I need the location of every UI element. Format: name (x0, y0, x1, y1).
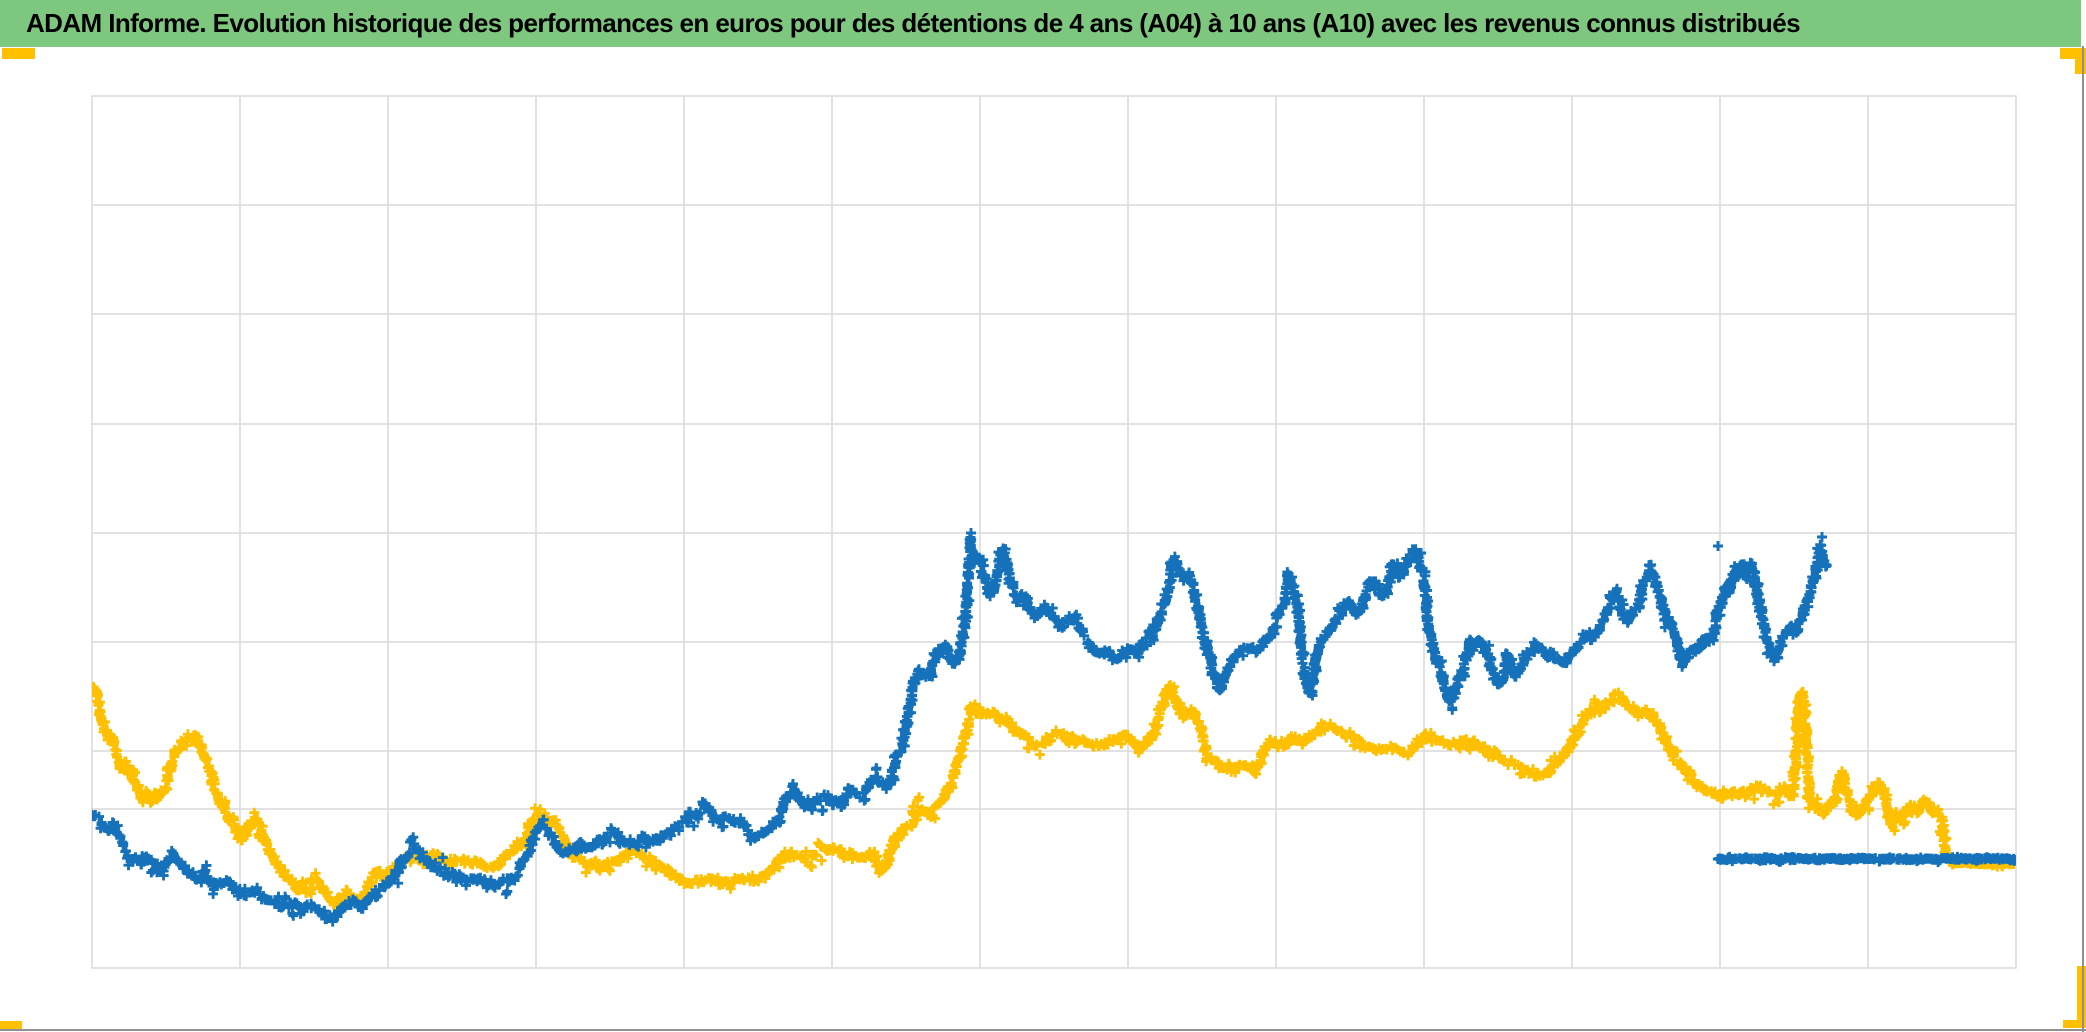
data-series (92, 528, 2016, 927)
chart-title: ADAM Informe. Evolution historique des p… (26, 8, 1801, 38)
chart-title-bar: ADAM Informe. Evolution historique des p… (0, 0, 2081, 47)
window-border-right (2082, 46, 2084, 1032)
performance-chart[interactable] (0, 47, 2086, 1030)
selection-handle-bottom-right[interactable] (2063, 966, 2086, 1028)
blue_flat_segment-markers (1712, 851, 2016, 868)
selection-handle-bottom-left[interactable] (0, 1021, 22, 1029)
selection-handle-top-left[interactable] (2, 48, 35, 59)
window-border-bottom (0, 1029, 2086, 1031)
gridlines (91, 95, 2017, 969)
selection-handle-top-right[interactable] (2060, 48, 2086, 74)
blue_series-markers (92, 528, 1832, 927)
gold_series-markers (92, 680, 1954, 910)
